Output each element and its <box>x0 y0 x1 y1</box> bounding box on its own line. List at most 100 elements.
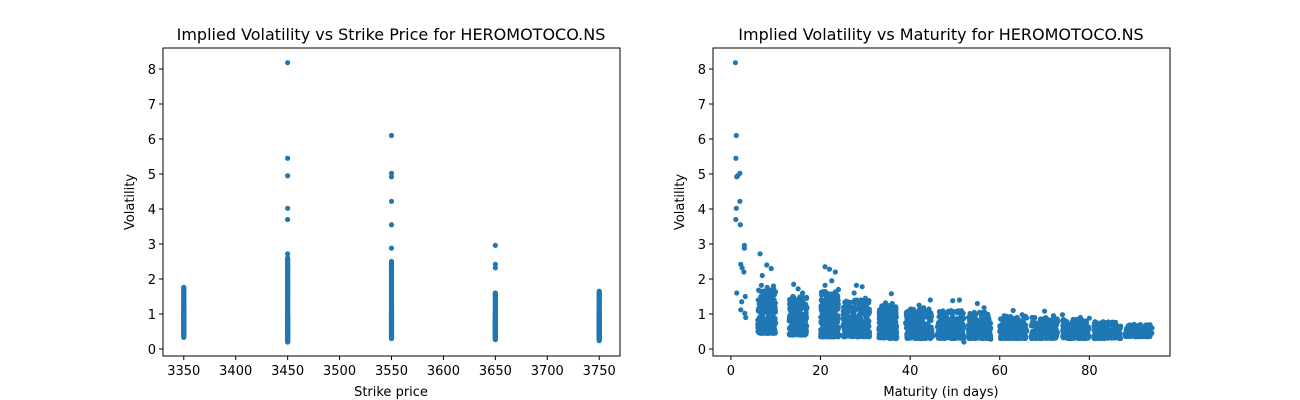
data-point <box>1109 335 1116 341</box>
data-point <box>818 314 824 320</box>
data-point <box>847 321 854 327</box>
data-point <box>388 245 395 251</box>
y-tick-label: 7 <box>698 98 706 113</box>
data-point <box>859 284 865 290</box>
data-point <box>832 317 838 323</box>
data-point <box>916 331 922 337</box>
data-point <box>924 326 930 333</box>
data-point <box>181 307 187 313</box>
data-point <box>977 320 984 326</box>
data-point <box>1003 320 1009 326</box>
data-point <box>739 265 745 271</box>
data-point <box>739 299 745 305</box>
y-tick-label: 8 <box>148 63 156 78</box>
data-point <box>1091 333 1097 339</box>
data-point <box>596 334 602 340</box>
data-point <box>1082 318 1089 324</box>
data-point <box>982 309 988 315</box>
data-point <box>285 216 291 223</box>
data-point <box>1129 331 1135 337</box>
data-point <box>1141 329 1147 335</box>
data-point <box>596 320 602 326</box>
x-tick-label: 0 <box>727 364 735 379</box>
data-point <box>1046 328 1052 334</box>
data-point <box>492 326 498 332</box>
data-point <box>388 326 395 333</box>
data-point <box>181 328 187 334</box>
data-point <box>921 312 927 318</box>
data-point <box>858 297 864 303</box>
data-point <box>1098 335 1104 341</box>
data-point <box>984 329 990 335</box>
x-tick-label: 3650 <box>479 364 512 379</box>
data-point <box>1075 326 1081 332</box>
data-point <box>842 323 848 329</box>
data-point <box>733 155 739 161</box>
data-point <box>934 324 940 330</box>
data-point <box>768 311 774 317</box>
data-point <box>862 295 868 301</box>
data-point <box>906 308 912 314</box>
y-tick-label: 7 <box>148 98 156 113</box>
data-point <box>768 265 774 272</box>
data-point <box>741 269 747 275</box>
data-point <box>881 328 887 335</box>
data-point <box>738 307 744 313</box>
data-point <box>835 313 841 319</box>
data-point <box>742 310 748 316</box>
data-point <box>596 327 602 333</box>
data-point <box>1051 322 1057 328</box>
data-point <box>1125 323 1131 329</box>
x-tick-label: 3450 <box>271 364 304 379</box>
data-point <box>794 306 800 312</box>
data-point <box>742 293 748 300</box>
maturity-scatter-panel: Implied Volatility vs Maturity for HEROM… <box>673 25 1171 400</box>
data-point <box>876 335 882 341</box>
data-point <box>935 328 941 335</box>
data-point <box>920 305 927 311</box>
data-point <box>851 304 858 310</box>
data-point <box>1042 324 1049 330</box>
data-point <box>1030 335 1036 342</box>
data-point <box>865 311 872 317</box>
data-point <box>771 297 777 303</box>
data-point <box>939 325 945 331</box>
data-point <box>733 205 739 211</box>
data-point <box>1137 334 1143 340</box>
data-point <box>960 310 966 316</box>
data-point <box>828 292 834 299</box>
data-point <box>1043 335 1049 341</box>
data-point <box>388 132 395 139</box>
data-point <box>866 332 872 338</box>
data-point <box>985 320 991 327</box>
data-point <box>826 266 833 272</box>
data-point <box>1014 315 1020 321</box>
data-point <box>764 289 771 295</box>
data-points <box>732 60 1155 345</box>
data-point <box>829 278 835 284</box>
y-tick-label: 3 <box>148 238 156 253</box>
data-point <box>835 286 842 293</box>
data-point <box>1023 328 1030 334</box>
data-point <box>1094 329 1100 335</box>
x-axis-label: Strike price <box>354 385 428 400</box>
x-axis-label: Maturity (in days) <box>883 385 998 400</box>
data-point <box>847 314 854 320</box>
data-point <box>769 320 775 326</box>
data-point <box>1070 325 1076 331</box>
data-point <box>1029 314 1035 321</box>
data-point <box>961 339 967 345</box>
data-point <box>827 306 833 312</box>
data-point <box>973 311 979 317</box>
data-point <box>827 328 833 334</box>
data-point <box>853 282 859 288</box>
data-point <box>928 324 934 330</box>
data-point <box>1149 325 1155 331</box>
x-tick-label: 3700 <box>531 364 564 379</box>
data-point <box>1082 329 1088 335</box>
data-point <box>181 284 187 290</box>
data-point <box>1091 320 1098 326</box>
x-tick-label: 3350 <box>167 364 200 379</box>
data-point <box>843 303 849 309</box>
data-point <box>844 333 850 339</box>
